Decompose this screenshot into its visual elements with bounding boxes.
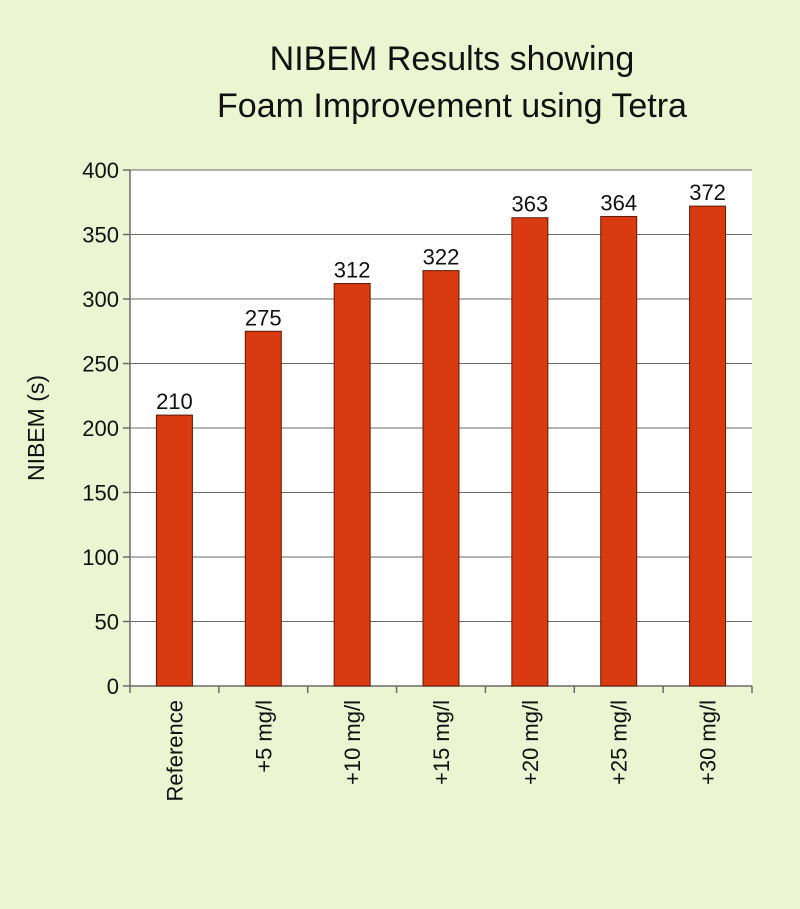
y-tick-label-0: 0 [107,674,119,699]
x-tick-label-1: +5 mg/l [251,700,276,773]
bar-5 [600,215,638,687]
data-label-6: 372 [689,180,726,205]
data-label-1: 275 [245,305,282,330]
data-label-4: 363 [511,192,548,217]
y-tick-label-150: 150 [82,481,119,506]
y-tick-label-50: 50 [95,610,119,635]
bar-3 [422,270,460,687]
y-tick-label-300: 300 [82,287,119,312]
x-tick-label-0: Reference [162,700,187,802]
bar-0 [155,414,193,687]
bar-1 [244,330,282,687]
x-tick-label-5: +25 mg/l [607,700,632,785]
x-tick-label-2: +10 mg/l [340,700,365,785]
y-tick-label-400: 400 [82,158,119,183]
bar-4 [511,217,549,687]
chart-title-line-2: Foam Improvement using Tetra [217,87,687,125]
data-label-2: 312 [334,258,371,283]
y-tick-label-350: 350 [82,223,119,248]
data-label-5: 364 [600,190,637,215]
data-label-0: 210 [156,389,193,414]
chart-title-line-1: NIBEM Results showing [270,40,635,78]
data-label-3: 322 [423,245,460,270]
x-tick-label-3: +15 mg/l [429,700,454,785]
y-tick-label-100: 100 [82,545,119,570]
bar-6 [689,205,727,687]
y-axis-title: NIBEM (s) [23,375,49,481]
y-tick-label-250: 250 [82,352,119,377]
x-tick-label-6: +30 mg/l [696,700,721,785]
y-tick-label-200: 200 [82,416,119,441]
x-tick-label-4: +20 mg/l [518,700,543,785]
bar-2 [333,283,371,687]
